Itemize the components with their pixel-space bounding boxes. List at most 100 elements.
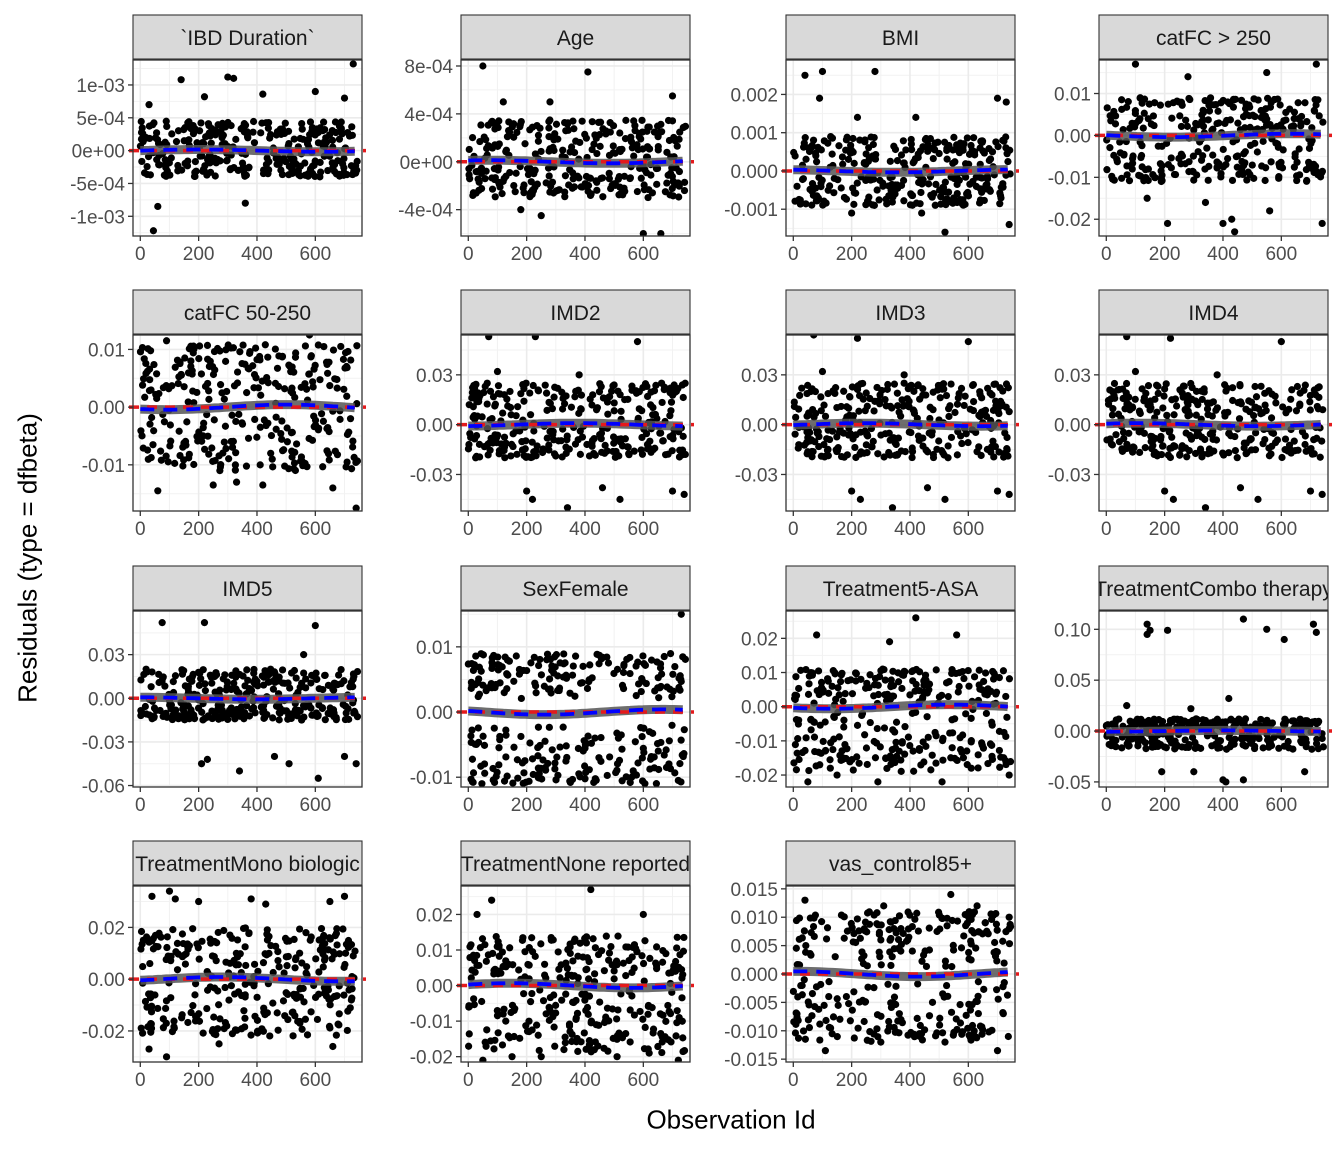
data-point xyxy=(647,388,655,396)
data-point xyxy=(339,925,347,933)
data-point xyxy=(638,952,646,960)
data-point xyxy=(994,143,1002,151)
data-point xyxy=(679,432,687,440)
data-point xyxy=(510,743,518,751)
data-point xyxy=(143,446,152,454)
outlier-point xyxy=(923,484,932,492)
data-point xyxy=(496,390,504,398)
data-point xyxy=(169,926,177,934)
data-point xyxy=(513,450,521,458)
data-point xyxy=(572,1015,580,1023)
data-point xyxy=(592,177,600,185)
panel-border xyxy=(785,610,1016,788)
outlier-point xyxy=(145,101,153,109)
data-point xyxy=(225,996,233,1004)
data-point xyxy=(840,934,848,942)
y-tick-label: 0.01 xyxy=(88,340,125,361)
data-point xyxy=(167,154,175,162)
data-point xyxy=(178,1014,186,1022)
data-point xyxy=(814,748,823,756)
data-point xyxy=(613,1032,622,1040)
data-point xyxy=(307,933,315,941)
data-point xyxy=(542,389,551,397)
data-point xyxy=(313,1015,322,1024)
data-point xyxy=(1140,177,1148,185)
data-point xyxy=(1262,121,1271,129)
data-point xyxy=(909,159,917,167)
data-point xyxy=(1189,152,1197,160)
data-point xyxy=(1199,108,1208,117)
outlier-point xyxy=(810,335,818,339)
data-point xyxy=(909,677,917,685)
data-point xyxy=(668,693,676,701)
data-point xyxy=(323,447,331,455)
data-point xyxy=(479,651,487,659)
outlier-point xyxy=(499,98,507,106)
data-point xyxy=(974,978,982,986)
data-point xyxy=(342,463,350,471)
data-point xyxy=(914,153,922,162)
data-point xyxy=(866,718,874,727)
outlier-point xyxy=(352,504,360,511)
outlier-point xyxy=(1143,620,1151,628)
data-point xyxy=(916,200,924,208)
data-point xyxy=(654,133,662,141)
data-point xyxy=(550,1023,558,1031)
outlier-point xyxy=(833,771,841,779)
data-point xyxy=(561,172,570,180)
panel-border xyxy=(460,610,691,788)
data-point xyxy=(1111,394,1119,402)
data-point xyxy=(198,708,206,716)
data-point xyxy=(507,452,515,460)
data-point xyxy=(676,760,684,768)
y-tick-label: -0.03 xyxy=(82,733,125,754)
data-point xyxy=(817,684,826,692)
data-point xyxy=(581,996,589,1004)
data-point xyxy=(550,393,558,401)
data-point xyxy=(815,1005,823,1013)
data-point xyxy=(818,918,826,926)
data-point xyxy=(641,166,649,174)
data-point xyxy=(967,737,975,745)
data-point xyxy=(559,146,567,154)
data-point xyxy=(888,404,896,412)
facet-strip xyxy=(460,565,691,611)
data-point xyxy=(830,189,838,197)
data-point xyxy=(1153,452,1161,460)
data-point xyxy=(836,678,845,686)
data-point xyxy=(1290,437,1298,445)
data-point xyxy=(249,117,258,126)
data-point xyxy=(861,407,869,415)
data-point xyxy=(527,659,535,667)
data-point xyxy=(603,771,611,780)
data-point xyxy=(1109,175,1117,183)
data-point xyxy=(923,713,931,721)
data-point xyxy=(898,684,906,693)
outlier-point xyxy=(285,760,293,768)
data-point xyxy=(1006,920,1014,929)
data-point xyxy=(830,735,838,743)
y-tick-label: 0.02 xyxy=(416,905,453,926)
data-point xyxy=(893,752,901,760)
data-point xyxy=(530,427,538,435)
data-point xyxy=(1163,411,1171,419)
data-point xyxy=(609,122,618,130)
data-point xyxy=(545,441,553,449)
data-point xyxy=(837,184,845,192)
data-point xyxy=(610,669,618,678)
data-point xyxy=(203,1004,211,1013)
data-point xyxy=(205,387,213,395)
data-point xyxy=(951,715,959,723)
data-point xyxy=(316,376,324,384)
data-point xyxy=(552,1001,560,1009)
data-point xyxy=(266,1032,274,1040)
data-point xyxy=(810,733,819,741)
data-point xyxy=(931,139,939,147)
data-point xyxy=(861,138,869,146)
data-point xyxy=(331,160,339,169)
outlier-point xyxy=(1163,219,1172,228)
data-point xyxy=(467,974,475,982)
data-point xyxy=(666,412,674,420)
data-point xyxy=(1003,433,1011,442)
